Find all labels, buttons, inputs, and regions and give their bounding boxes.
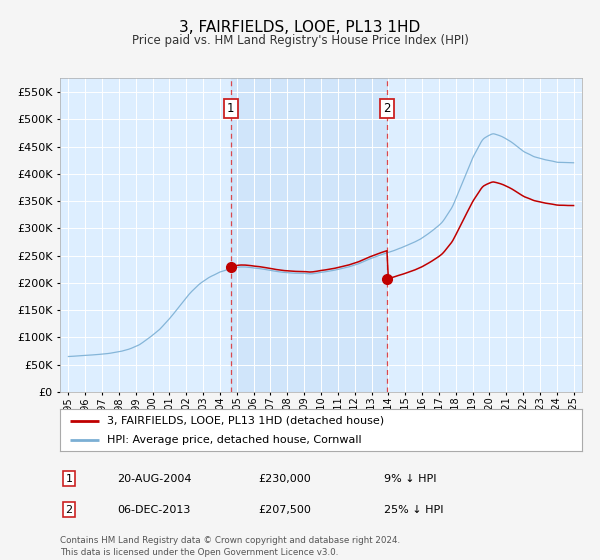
Text: 20-AUG-2004: 20-AUG-2004: [117, 474, 191, 484]
Text: 06-DEC-2013: 06-DEC-2013: [117, 505, 190, 515]
Text: 3, FAIRFIELDS, LOOE, PL13 1HD: 3, FAIRFIELDS, LOOE, PL13 1HD: [179, 20, 421, 35]
Text: 2: 2: [65, 505, 73, 515]
Text: 9% ↓ HPI: 9% ↓ HPI: [384, 474, 437, 484]
Text: 1: 1: [65, 474, 73, 484]
Bar: [231, 78, 387, 392]
Text: 2: 2: [383, 102, 391, 115]
Text: 25% ↓ HPI: 25% ↓ HPI: [384, 505, 443, 515]
Text: 1: 1: [227, 102, 235, 115]
Text: HPI: Average price, detached house, Cornwall: HPI: Average price, detached house, Corn…: [107, 435, 362, 445]
Text: £207,500: £207,500: [258, 505, 311, 515]
Text: £230,000: £230,000: [258, 474, 311, 484]
Text: Contains HM Land Registry data © Crown copyright and database right 2024.
This d: Contains HM Land Registry data © Crown c…: [60, 536, 400, 557]
Text: 3, FAIRFIELDS, LOOE, PL13 1HD (detached house): 3, FAIRFIELDS, LOOE, PL13 1HD (detached …: [107, 416, 384, 426]
Text: Price paid vs. HM Land Registry's House Price Index (HPI): Price paid vs. HM Land Registry's House …: [131, 34, 469, 46]
